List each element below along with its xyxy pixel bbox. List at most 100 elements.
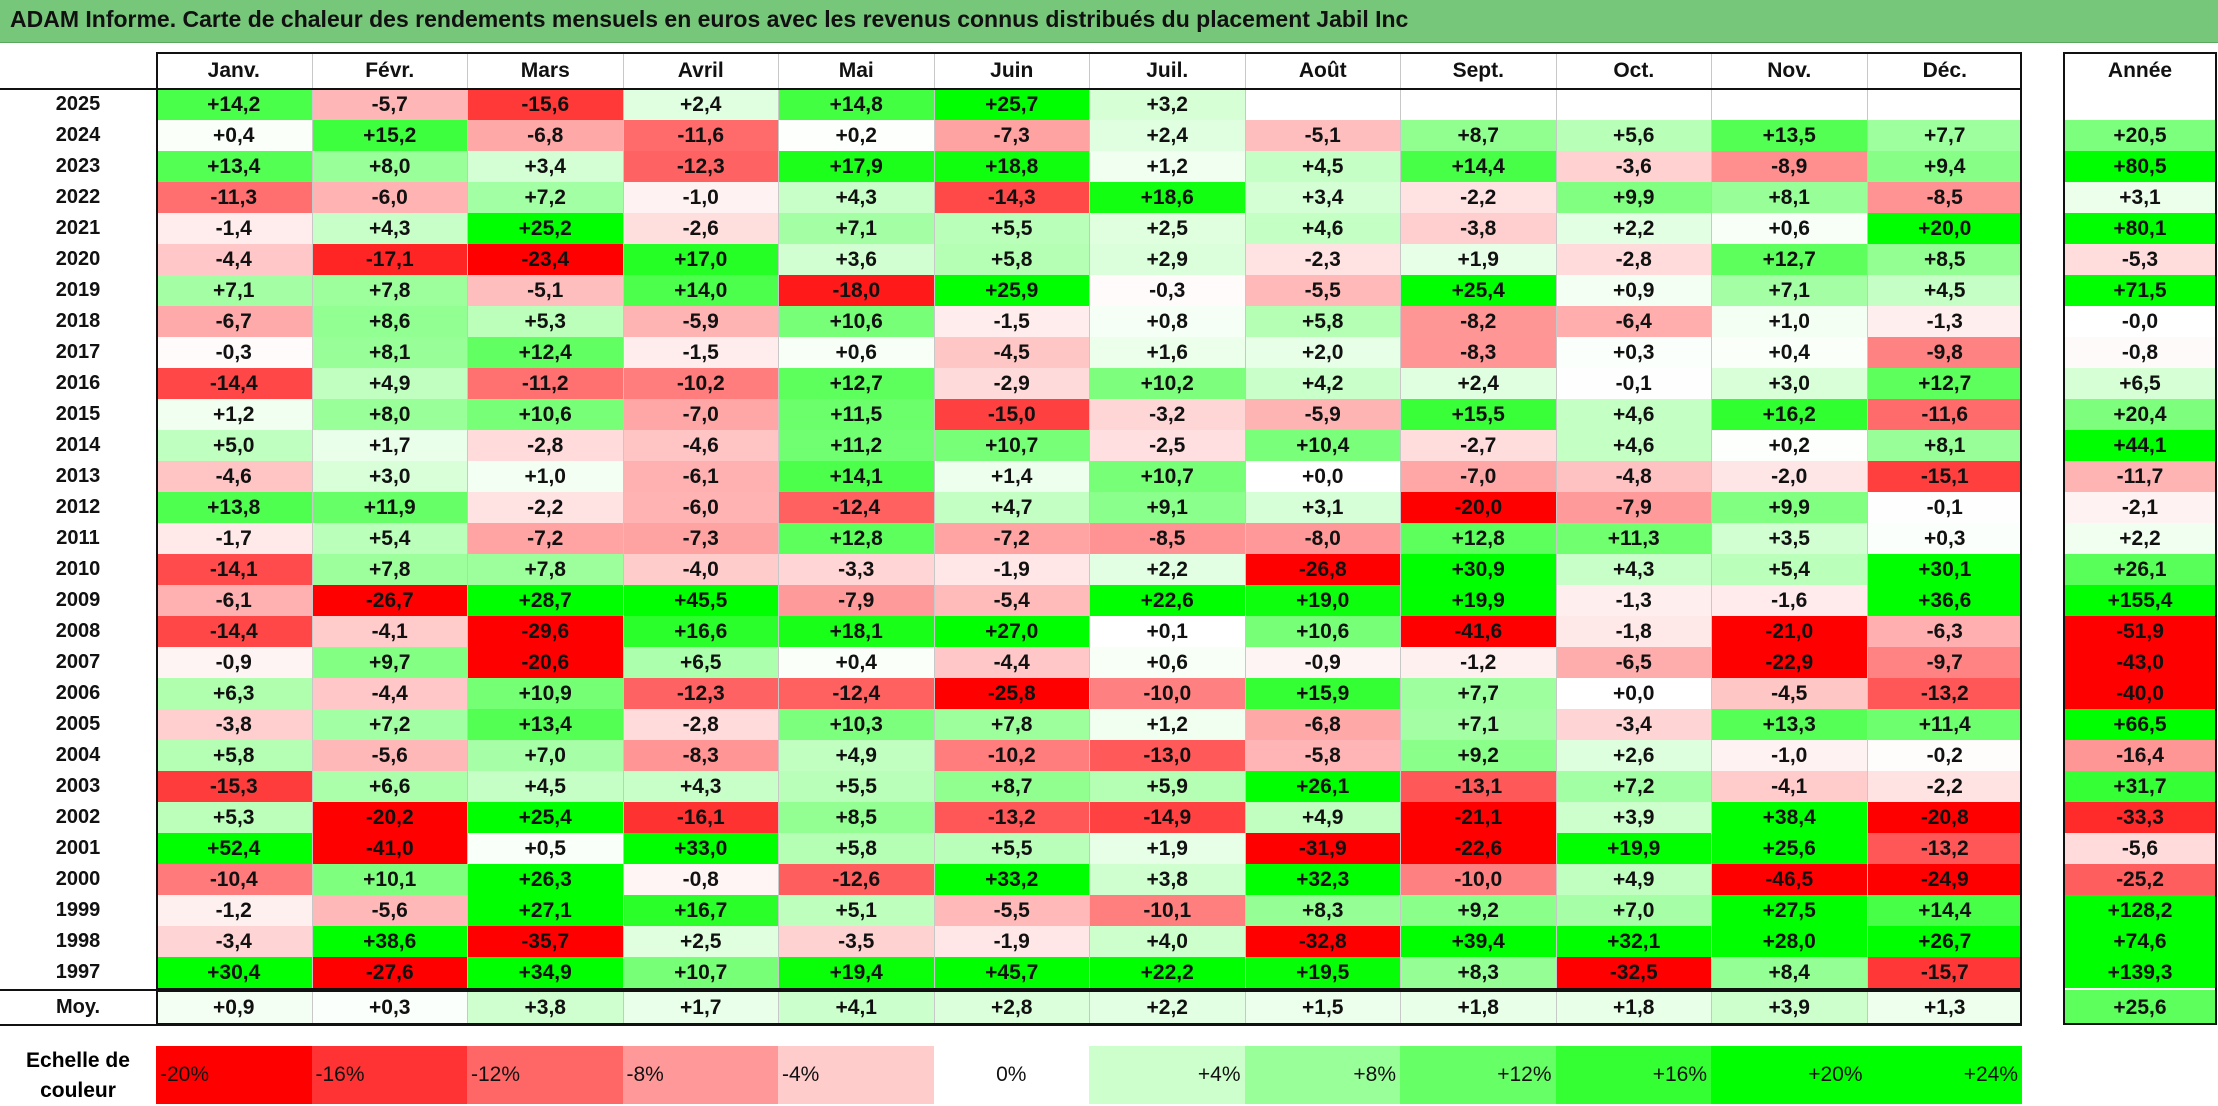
heatmap-cell: -15,1 <box>1866 461 2022 492</box>
heatmap-cell: -6,3 <box>1866 616 2022 647</box>
heatmap-cell: -1,4 <box>156 213 312 244</box>
heatmap-cell: +0,0 <box>1555 678 1711 709</box>
heatmap-cell: +5,9 <box>1089 771 1245 802</box>
heatmap-cell: -8,5 <box>1866 182 2022 213</box>
heatmap-cell: +4,3 <box>778 182 934 213</box>
heatmap-cell: -41,0 <box>311 833 467 864</box>
annual-cell: +6,5 <box>2063 368 2217 399</box>
heatmap-cell: -7,3 <box>933 120 1089 151</box>
heatmap-cell: +4,6 <box>1555 399 1711 430</box>
heatmap-cell: +2,2 <box>1555 213 1711 244</box>
scale-swatch: -20% <box>156 1046 312 1104</box>
heatmap-cell: -20,2 <box>311 802 467 833</box>
heatmap-cell: +5,6 <box>1555 120 1711 151</box>
year-label: 2020 <box>0 244 156 275</box>
heatmap-cell: -14,1 <box>156 554 312 585</box>
heatmap-cell: -2,2 <box>467 492 623 523</box>
heatmap-cell: +3,9 <box>1555 802 1711 833</box>
heatmap-cell: +39,4 <box>1400 926 1556 957</box>
heatmap-cell: +26,1 <box>1244 771 1400 802</box>
heatmap-cell: +14,4 <box>1866 895 2022 926</box>
heatmap-cell: +5,4 <box>311 523 467 554</box>
heatmap-cell: +4,9 <box>1244 802 1400 833</box>
year-label: 2018 <box>0 306 156 337</box>
heatmap-cell: -1,3 <box>1555 585 1711 616</box>
heatmap-cell: +2,0 <box>1244 337 1400 368</box>
heatmap-cell: -1,9 <box>933 554 1089 585</box>
heatmap-cell: +30,4 <box>156 957 312 988</box>
heatmap-cell: +4,5 <box>1244 151 1400 182</box>
heatmap-cell: +4,3 <box>1555 554 1711 585</box>
heatmap-cell: +4,3 <box>311 213 467 244</box>
heatmap-cell: -4,6 <box>622 430 778 461</box>
heatmap-cell: -10,4 <box>156 864 312 895</box>
heatmap-cell: +3,6 <box>778 244 934 275</box>
heatmap-cell: +7,8 <box>311 275 467 306</box>
heatmap-cell: -3,2 <box>1089 399 1245 430</box>
heatmap-cell: +6,5 <box>622 647 778 678</box>
heatmap-cell: -22,9 <box>1711 647 1867 678</box>
heatmap-cell: -41,6 <box>1400 616 1556 647</box>
scale-swatch: +20% <box>1711 1046 1867 1104</box>
scale-swatch: -4% <box>778 1046 934 1104</box>
heatmap-cell: +30,1 <box>1866 554 2022 585</box>
heatmap-cell: +8,1 <box>311 337 467 368</box>
heatmap-cell: +33,0 <box>622 833 778 864</box>
heatmap-cell: +8,3 <box>1244 895 1400 926</box>
heatmap-cell: -10,1 <box>1089 895 1245 926</box>
heatmap-cell: -20,8 <box>1866 802 2022 833</box>
heatmap-cell: +0,3 <box>1866 523 2022 554</box>
heatmap-cell: +13,5 <box>1711 120 1867 151</box>
annual-cell: -51,9 <box>2063 616 2217 647</box>
month-header: Févr. <box>311 52 467 89</box>
heatmap-cell: +18,1 <box>778 616 934 647</box>
annual-cell: -40,0 <box>2063 678 2217 709</box>
heatmap-cell: +17,0 <box>622 244 778 275</box>
heatmap-cell: -7,3 <box>622 523 778 554</box>
heatmap-cell: -2,7 <box>1400 430 1556 461</box>
heatmap-cell: +11,3 <box>1555 523 1711 554</box>
average-cell: +1,3 <box>1866 990 2022 1025</box>
average-cell: +3,9 <box>1711 990 1867 1025</box>
average-cell: +4,1 <box>778 990 934 1025</box>
heatmap-cell: +4,7 <box>933 492 1089 523</box>
year-label: 2021 <box>0 213 156 244</box>
heatmap-cell: +10,7 <box>622 957 778 988</box>
average-cell: +1,8 <box>1555 990 1711 1025</box>
heatmap-cell: +8,7 <box>933 771 1089 802</box>
heatmap-cell: +4,5 <box>467 771 623 802</box>
heatmap-cell: +13,8 <box>156 492 312 523</box>
heatmap-cell: +0,2 <box>1711 430 1867 461</box>
heatmap-cell: +2,9 <box>1089 244 1245 275</box>
heatmap-cell: -1,9 <box>933 926 1089 957</box>
heatmap-cell: +5,0 <box>156 430 312 461</box>
heatmap-cell: -10,2 <box>933 740 1089 771</box>
average-cell: +1,8 <box>1400 990 1556 1025</box>
average-bottom-line <box>0 1024 2022 1026</box>
heatmap-cell: -6,0 <box>311 182 467 213</box>
heatmap-cell: -3,5 <box>778 926 934 957</box>
year-label: 2019 <box>0 275 156 306</box>
heatmap-cell: -13,0 <box>1089 740 1245 771</box>
heatmap-cell: +5,8 <box>933 244 1089 275</box>
annual-cell: -25,2 <box>2063 864 2217 895</box>
heatmap-cell: +3,4 <box>467 151 623 182</box>
heatmap-cell: +0,9 <box>1555 275 1711 306</box>
heatmap-cell: +7,1 <box>156 275 312 306</box>
heatmap-cell: -2,2 <box>1866 771 2022 802</box>
heatmap-cell: +9,4 <box>1866 151 2022 182</box>
scale-swatch: -12% <box>467 1046 623 1104</box>
heatmap-cell: +10,4 <box>1244 430 1400 461</box>
heatmap-cell: +5,5 <box>933 213 1089 244</box>
heatmap-cell: +7,0 <box>1555 895 1711 926</box>
annual-cell: +26,1 <box>2063 554 2217 585</box>
heatmap-cell: +25,7 <box>933 89 1089 120</box>
heatmap-cell: +10,6 <box>467 399 623 430</box>
heatmap-cell: +3,0 <box>1711 368 1867 399</box>
heatmap-cell: +0,0 <box>1244 461 1400 492</box>
heatmap-cell: +1,7 <box>311 430 467 461</box>
year-label: 2011 <box>0 523 156 554</box>
heatmap-cell: -13,2 <box>1866 833 2022 864</box>
heatmap-cell: +10,6 <box>778 306 934 337</box>
heatmap-cell: +6,6 <box>311 771 467 802</box>
